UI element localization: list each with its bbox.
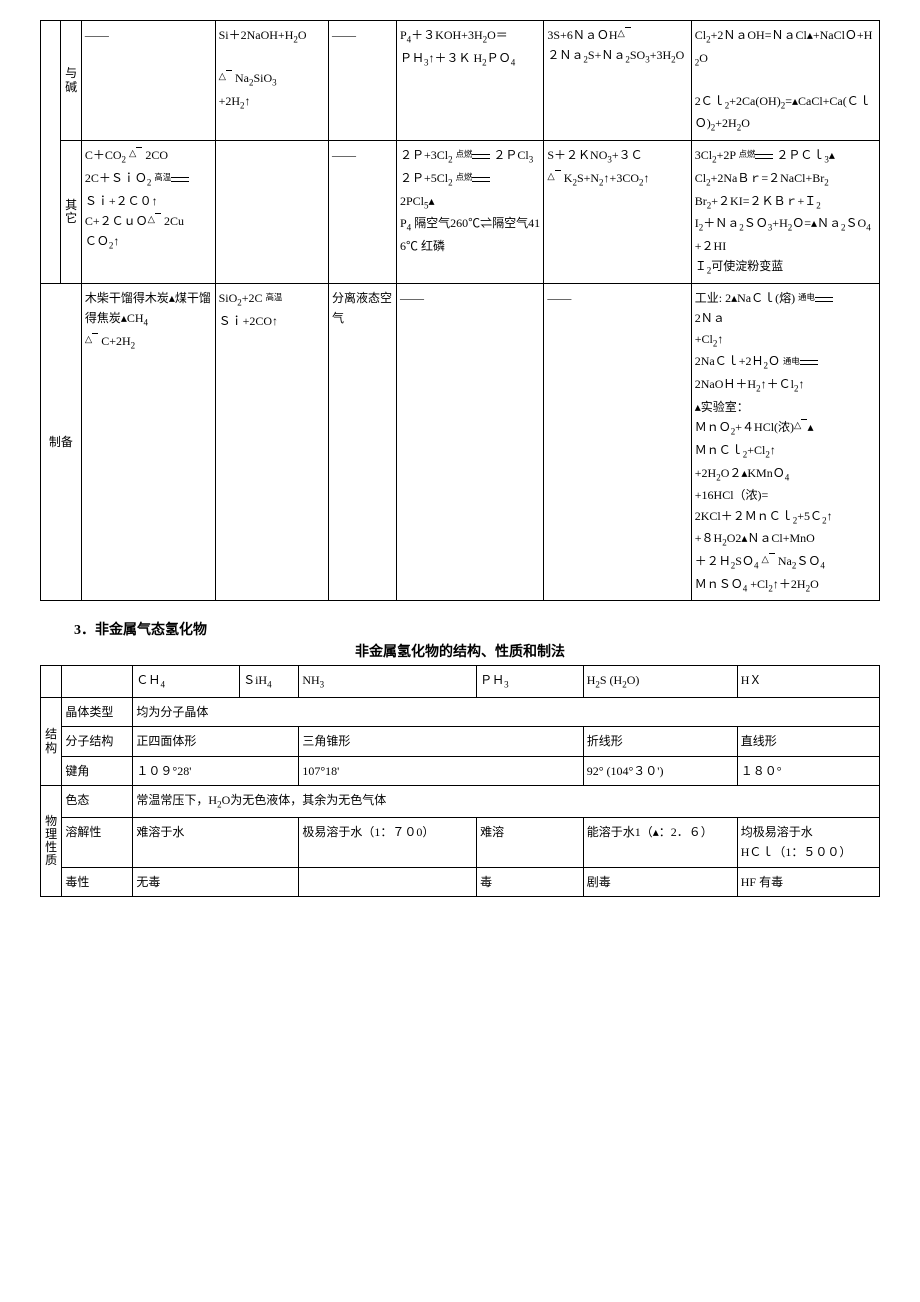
cell: S＋２ＫNO3+３Ｃ△ K2S+N2↑+3CO2↑ [544, 141, 691, 284]
cell: 难溶于水 [133, 817, 299, 867]
section-subtitle: 非金属氢化物的结构、性质和制法 [40, 641, 880, 661]
table-row: 其它 C＋CO2 △ 2CO2C＋ＳｉＯ2 高温Ｓｉ+２Ｃ０↑C+２ＣｕＯ△ 2… [41, 141, 880, 284]
cell: 正四面体形 [133, 727, 299, 756]
cell: 直线形 [737, 727, 879, 756]
cell: 工业: 2▴NaＣｌ(熔) 通电2Ｎａ+Cl2↑2NaＣｌ+2Ｈ2Ｏ 通电2Na… [691, 283, 879, 600]
cell: —— [81, 21, 215, 141]
cell: HF 有毒 [737, 867, 879, 896]
cell: 无毒 [133, 867, 299, 896]
cell [41, 666, 62, 698]
cell: 3Cl2+2P 点燃 ２ＰＣｌ3▴Cl2+2NaＢｒ=２NaCl+Br2Br2+… [691, 141, 879, 284]
cell: 107°18' [299, 756, 583, 785]
cell: 92° (104°３０') [583, 756, 737, 785]
row-label: 毒性 [62, 867, 133, 896]
row-label: 晶体类型 [62, 698, 133, 727]
cell [215, 141, 328, 284]
table-row: 物理性质 色态 常温常压下，H2O为无色液体，其余为无色气体 [41, 786, 880, 818]
cell: 3S+6ＮａＯH△ ２Ｎａ2S+Ｎａ2SO3+3H2O [544, 21, 691, 141]
group-cell: 物理性质 [41, 786, 62, 897]
cell: 能溶于水1（▴：2．６） [583, 817, 737, 867]
cell: NH3 [299, 666, 477, 698]
cell: 均极易溶于水HＣｌ（1：５００） [737, 817, 879, 867]
table-row: 制备 木柴干馏得木炭▴煤干馏得焦炭▴CH4△ C+2H2 SiO2+2C 高温Ｓ… [41, 283, 880, 600]
cell: P4＋３KOH+3H2O＝ＰＨ3↑＋３Ｋ H2ＰＯ4 [396, 21, 543, 141]
cell: 折线形 [583, 727, 737, 756]
table-row: ＣＨ4 ＳiH4 NH3 ＰＨ3 H2S (H2O) HＸ [41, 666, 880, 698]
cell: ＣＨ4 [133, 666, 240, 698]
cell: —— [328, 141, 396, 284]
section-heading: 3．非金属气态氢化物 [74, 619, 880, 639]
group-cell [41, 21, 61, 284]
row-label: 分子结构 [62, 727, 133, 756]
cell: Si＋2NaOH+H2O△ Na2SiO3+2H2↑ [215, 21, 328, 141]
cell: 木柴干馏得木炭▴煤干馏得焦炭▴CH4△ C+2H2 [81, 283, 215, 600]
cell: —— [396, 283, 543, 600]
cell: HＸ [737, 666, 879, 698]
cell: 均为分子晶体 [133, 698, 880, 727]
cell: ２Ｐ+3Cl2 点燃 ２ＰCl3２Ｐ+5Cl2 点燃2PCl5▴P4 隔空气26… [396, 141, 543, 284]
row-label: 溶解性 [62, 817, 133, 867]
row-label: 其它 [61, 141, 81, 284]
cell: 难溶 [477, 817, 584, 867]
cell: 常温常压下，H2O为无色液体，其余为无色气体 [133, 786, 880, 818]
cell: —— [544, 283, 691, 600]
row-label: 色态 [62, 786, 133, 818]
cell: H2S (H2O) [583, 666, 737, 698]
table-row: 毒性 无毒 毒 剧毒 HF 有毒 [41, 867, 880, 896]
row-label: 制备 [41, 283, 82, 600]
table-row: 结构 晶体类型 均为分子晶体 [41, 698, 880, 727]
cell: 三角锥形 [299, 727, 583, 756]
cell: １８０° [737, 756, 879, 785]
cell: ＳiH4 [240, 666, 299, 698]
cell [299, 867, 477, 896]
reactions-table: 与碱 —— Si＋2NaOH+H2O△ Na2SiO3+2H2↑ —— P4＋３… [40, 20, 880, 601]
hydrides-table: ＣＨ4 ＳiH4 NH3 ＰＨ3 H2S (H2O) HＸ 结构 晶体类型 均为… [40, 665, 880, 897]
cell: 剧毒 [583, 867, 737, 896]
cell: ＰＨ3 [477, 666, 584, 698]
row-label: 键角 [62, 756, 133, 785]
table-row: 与碱 —— Si＋2NaOH+H2O△ Na2SiO3+2H2↑ —— P4＋３… [41, 21, 880, 141]
table-row: 键角 １０９°28' 107°18' 92° (104°３０') １８０° [41, 756, 880, 785]
cell: —— [328, 21, 396, 141]
cell: 分离液态空气 [328, 283, 396, 600]
cell: 极易溶于水（1：７０0） [299, 817, 477, 867]
cell: Cl2+2ＮａOH=ＮａCl▴+NaClＯ+H2O2Ｃｌ2+2Ca(OH)2=▴… [691, 21, 879, 141]
cell [62, 666, 133, 698]
group-cell: 结构 [41, 698, 62, 786]
cell: C＋CO2 △ 2CO2C＋ＳｉＯ2 高温Ｓｉ+２Ｃ０↑C+２ＣｕＯ△ 2CuＣ… [81, 141, 215, 284]
table-row: 分子结构 正四面体形 三角锥形 折线形 直线形 [41, 727, 880, 756]
row-label: 与碱 [61, 21, 81, 141]
table-row: 溶解性 难溶于水 极易溶于水（1：７０0） 难溶 能溶于水1（▴：2．６） 均极… [41, 817, 880, 867]
cell: SiO2+2C 高温Ｓｉ+2CO↑ [215, 283, 328, 600]
cell: 毒 [477, 867, 584, 896]
cell: １０９°28' [133, 756, 299, 785]
